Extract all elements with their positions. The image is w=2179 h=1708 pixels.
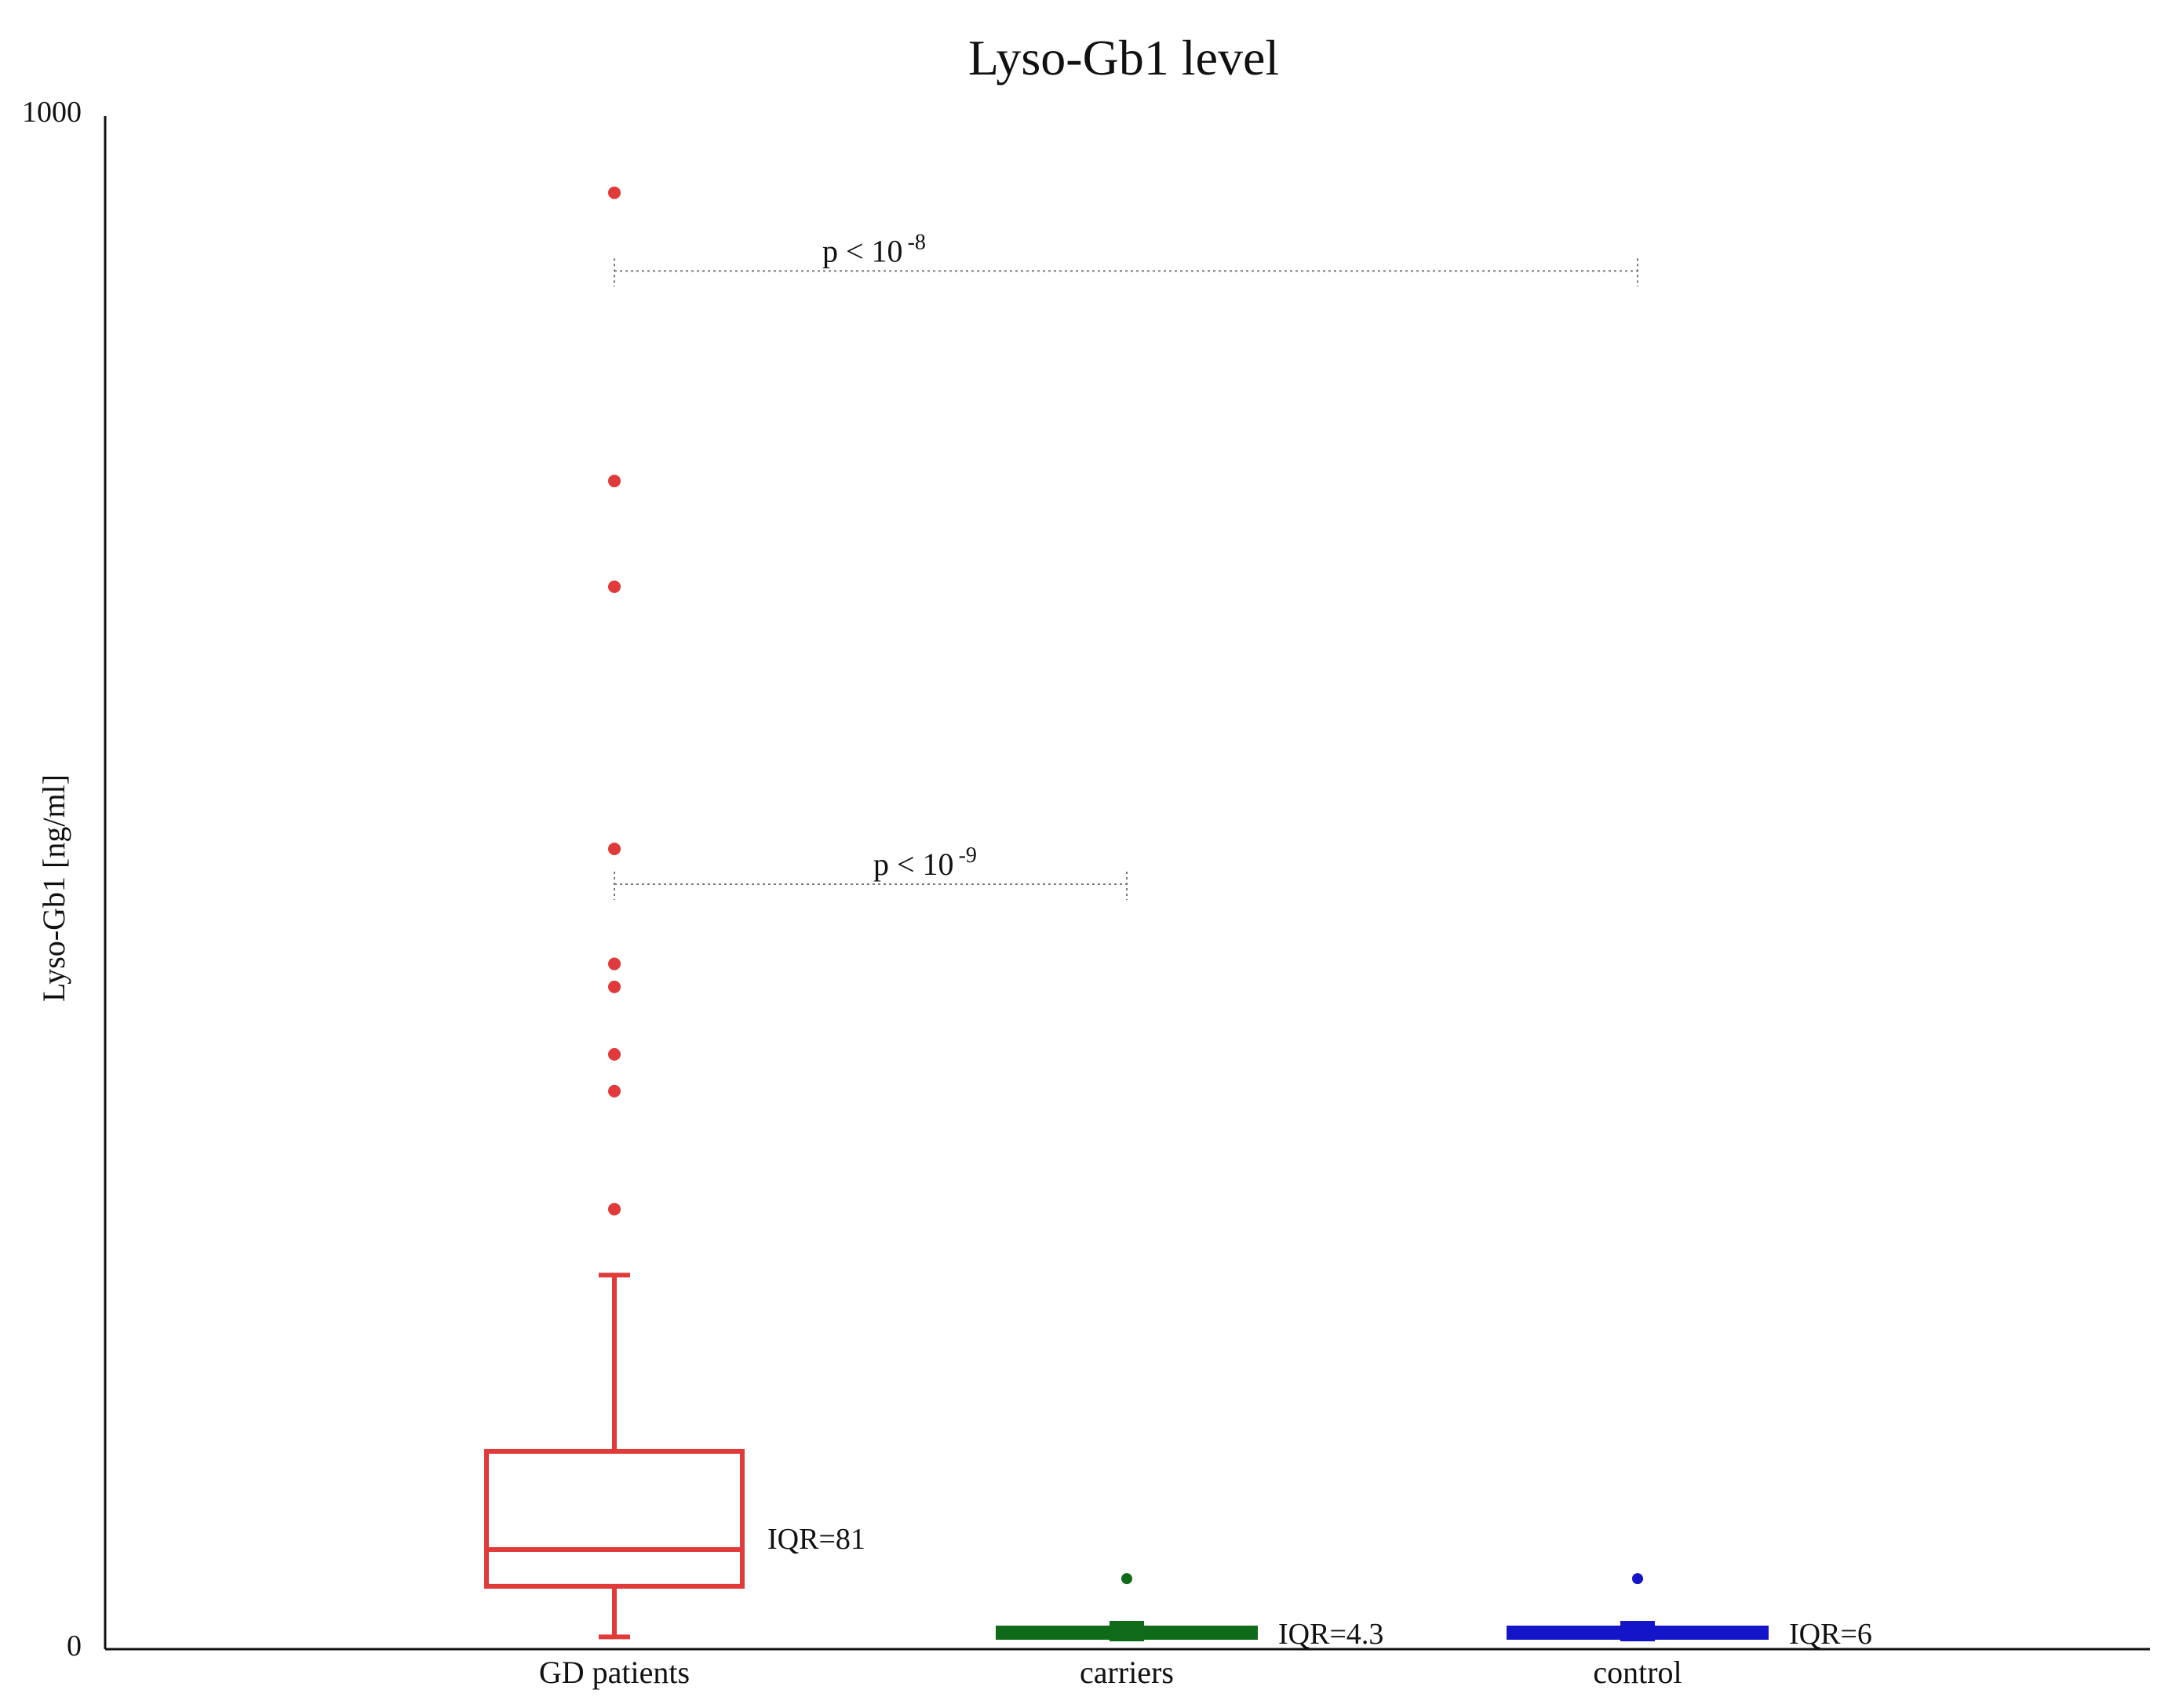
x-tick-label-gd-patients: GD patients (539, 1655, 690, 1690)
outlier-point-carriers-0 (1121, 1573, 1132, 1585)
x-tick-label-control: control (1593, 1655, 1682, 1690)
p-value-label-1: p < 10 -9 (873, 843, 977, 882)
iqr-label-carriers: IQR=4.3 (1278, 1618, 1383, 1651)
outlier-point-control-0 (1632, 1573, 1643, 1585)
median-carriers (1110, 1621, 1144, 1641)
outlier-point-gd-patients-4 (608, 957, 621, 971)
y-axis-label: Lyso-Gb1 [ng/ml] (36, 774, 71, 1002)
box-gd-patients (484, 1448, 745, 1589)
p-value-label-0: p < 10 -8 (822, 230, 926, 268)
outlier-point-gd-patients-0 (608, 186, 621, 199)
outlier-point-gd-patients-5 (608, 980, 621, 993)
iqr-label-control: IQR=6 (1789, 1618, 1872, 1651)
outlier-point-gd-patients-7 (608, 1084, 621, 1098)
x-tick-label-carriers: carriers (1080, 1655, 1174, 1690)
y-tick-label-bottom: 0 (67, 1630, 82, 1662)
outlier-point-gd-patients-8 (608, 1203, 621, 1216)
outlier-point-gd-patients-1 (608, 475, 621, 488)
plot-area: GD patients carriers control IQR=81 IQR=4.3 I… (104, 116, 2150, 1690)
chart-title: Lyso-Gb1 level (968, 30, 1279, 86)
median-control (1620, 1621, 1655, 1641)
outlier-point-gd-patients-3 (608, 843, 621, 856)
outlier-point-gd-patients-6 (608, 1047, 621, 1061)
y-tick-label-top: 1000 (22, 96, 82, 129)
outlier-point-gd-patients-2 (608, 580, 621, 593)
iqr-label-gd-patients: IQR=81 (767, 1523, 865, 1556)
